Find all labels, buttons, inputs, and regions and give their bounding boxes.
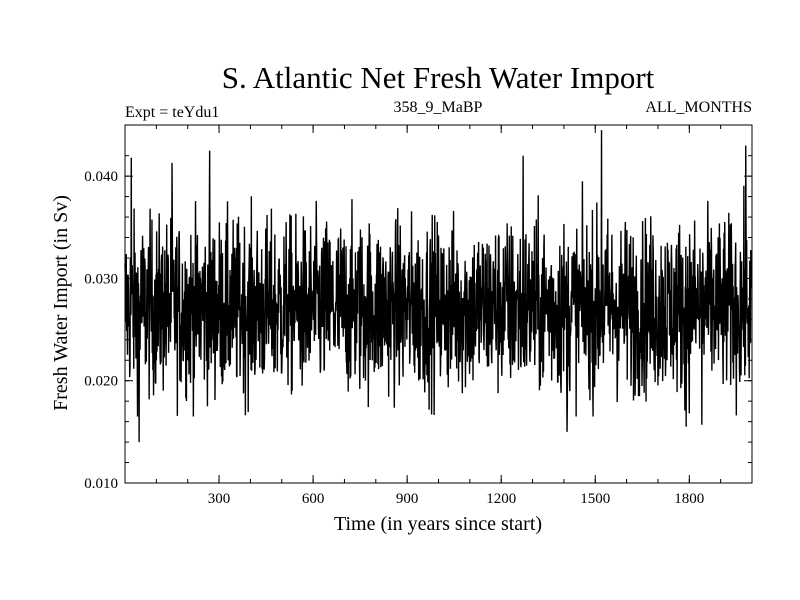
x-tick-label: 1800: [674, 491, 704, 507]
series-line: [124, 130, 753, 443]
x-tick-label: 900: [396, 491, 419, 507]
x-tick-label: 300: [208, 491, 231, 507]
x-tick-label: 600: [302, 491, 325, 507]
x-tick-label: 1200: [486, 491, 516, 507]
y-tick-label: 0.020: [84, 374, 118, 390]
plot-area: 300 600 900 1200 1500 1800 0.010 0.020 0.030 0.04…: [84, 124, 753, 507]
subtitle-months: ALL_MONTHS: [645, 99, 752, 116]
y-tick-label: 0.030: [84, 271, 118, 287]
y-tick-label: 0.010: [84, 476, 118, 492]
y-axis-label: Fresh Water Import (in Sv): [50, 195, 72, 411]
chart-title: S. Atlantic Net Fresh Water Import: [222, 60, 655, 95]
subtitle-experiment: Expt = teYdu1: [125, 104, 219, 121]
subtitle-period: 358_9_MaBP: [394, 99, 483, 116]
y-tick-label: 0.040: [84, 169, 118, 185]
x-axis-label: Time (in years since start): [334, 513, 542, 535]
x-tick-label: 1500: [580, 491, 610, 507]
